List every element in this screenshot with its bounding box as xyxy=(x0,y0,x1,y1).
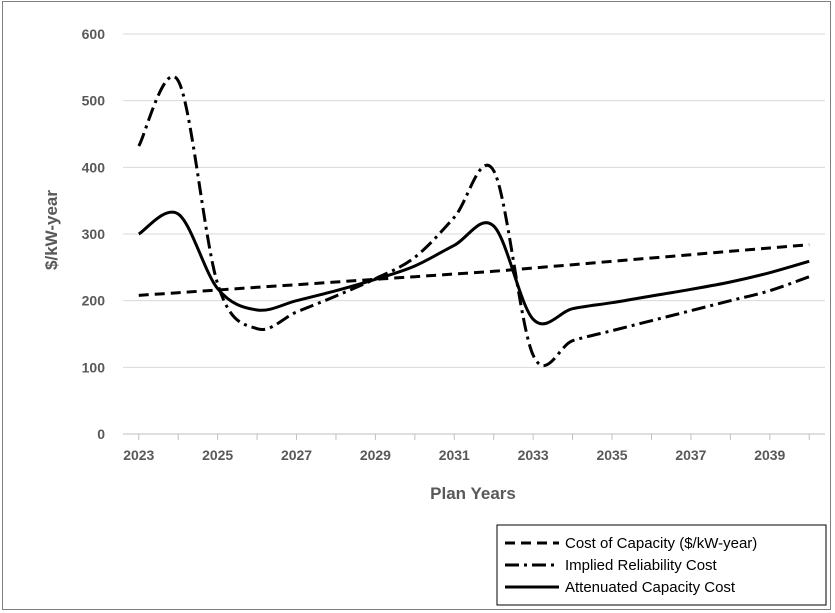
y-axis-title: $/kW-year xyxy=(42,190,61,270)
series-line-0 xyxy=(138,243,810,297)
x-tick-label: 2033 xyxy=(518,447,549,463)
y-axis-ticks: 0 100 200 300 400 500 600 xyxy=(82,26,106,442)
series-lines xyxy=(137,75,810,367)
x-tick-label: 2025 xyxy=(202,447,233,463)
y-tick-label: 500 xyxy=(82,93,106,109)
x-tick-label: 2035 xyxy=(596,447,627,463)
y-tick-label: 100 xyxy=(82,359,106,375)
x-tick-label: 2027 xyxy=(281,447,312,463)
series-line-1 xyxy=(137,75,810,367)
legend: Cost of Capacity ($/kW-year) Implied Reli… xyxy=(496,524,827,606)
x-axis-ticks: 2023 2025 2027 2029 2031 2033 2035 2037 2039 xyxy=(123,434,810,463)
y-tick-label: 0 xyxy=(97,426,105,442)
gridlines xyxy=(123,33,825,435)
series-line-2 xyxy=(137,210,810,326)
legend-label-2: Attenuated Capacity Cost xyxy=(565,579,736,596)
y-tick-label: 400 xyxy=(82,159,106,175)
y-tick-label: 300 xyxy=(82,226,106,242)
x-tick-label: 2039 xyxy=(754,447,785,463)
x-tick-label: 2023 xyxy=(123,447,154,463)
y-tick-label: 600 xyxy=(82,26,106,42)
y-tick-label: 200 xyxy=(82,293,106,309)
x-tick-label: 2037 xyxy=(675,447,706,463)
x-tick-label: 2029 xyxy=(360,447,391,463)
line-chart: 0 100 200 300 400 500 600 2023 2025 2027 2029 2031… xyxy=(42,26,827,606)
x-tick-label: 2031 xyxy=(439,447,470,463)
legend-label-1: Implied Reliability Cost xyxy=(565,557,718,574)
x-axis-title: Plan Years xyxy=(430,484,516,503)
legend-label-0: Cost of Capacity ($/kW-year) xyxy=(565,535,757,552)
